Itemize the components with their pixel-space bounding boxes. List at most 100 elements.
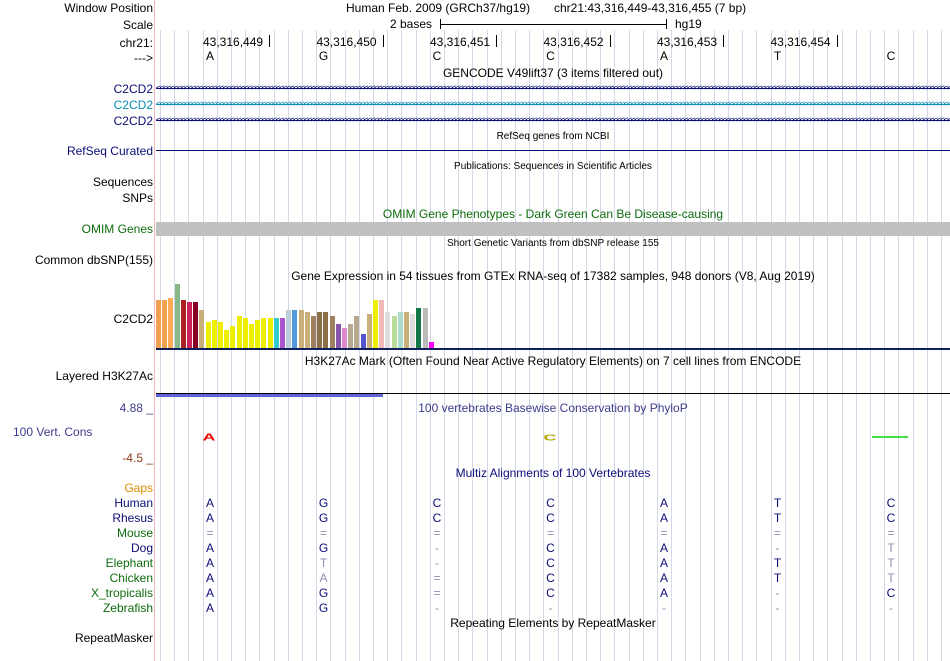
refseq-track-title[interactable]: RefSeq genes from NCBI — [496, 131, 610, 142]
conservation-track-label[interactable]: 100 Vert. Cons — [13, 425, 93, 439]
gtex-tissue-bar[interactable] — [348, 324, 353, 348]
gtex-tissue-bar[interactable] — [237, 316, 242, 348]
gtex-tissue-bar[interactable] — [410, 314, 415, 348]
refseq-track-label[interactable]: RefSeq Curated — [66, 144, 153, 158]
gtex-tissue-bar[interactable] — [261, 318, 266, 348]
gtex-tissue-bar[interactable] — [292, 310, 297, 348]
gtex-tissue-bar[interactable] — [416, 308, 421, 348]
gtex-tissue-bar[interactable] — [361, 334, 366, 348]
gtex-tissue-bar[interactable] — [379, 300, 384, 348]
gtex-tissue-bar[interactable] — [317, 312, 322, 348]
gtex-tissue-bar[interactable] — [193, 302, 198, 348]
omim-track-label[interactable]: OMIM Genes — [81, 222, 153, 236]
multiz-species-label[interactable]: Elephant — [105, 556, 153, 570]
gtex-tissue-bar[interactable] — [286, 310, 291, 348]
gtex-tissue-bar[interactable] — [385, 312, 390, 348]
gtex-tissue-bar[interactable] — [373, 300, 378, 348]
gtex-tissue-bar[interactable] — [423, 308, 428, 348]
gridline — [714, 30, 715, 661]
conservation-track-title[interactable]: 100 vertebrates Basewise Conservation by… — [418, 401, 688, 415]
gtex-tissue-bar[interactable] — [175, 284, 180, 348]
multiz-species-label[interactable]: Chicken — [109, 571, 153, 585]
multiz-track-title[interactable]: Multiz Alignments of 100 Vertebrates — [455, 466, 651, 480]
repeatmasker-track-label[interactable]: RepeatMasker — [74, 631, 153, 645]
h3k27ac-track-title[interactable]: H3K27Ac Mark (Often Found Near Active Re… — [304, 354, 802, 368]
omim-track-title[interactable]: OMIM Gene Phenotypes - Dark Green Can Be… — [382, 207, 724, 221]
gridline — [671, 30, 672, 661]
gtex-tissue-bar[interactable] — [392, 316, 397, 348]
gtex-tissue-bar[interactable] — [367, 314, 372, 348]
gencode-gene-line[interactable] — [156, 120, 950, 121]
multiz-base: A — [319, 571, 328, 585]
gtex-tissue-bar[interactable] — [299, 310, 304, 348]
gridline — [487, 30, 488, 661]
dbsnp-track-label[interactable]: Common dbSNP(155) — [34, 253, 153, 267]
position-text[interactable]: chr21:43,316,449-43,316,455 (7 bp) — [554, 1, 747, 15]
gtex-tissue-bar[interactable] — [218, 322, 223, 348]
multiz-gaps-label[interactable]: Gaps — [124, 481, 153, 495]
publications-sequences-label[interactable]: Sequences — [92, 175, 153, 189]
gtex-tissue-bar[interactable] — [255, 320, 260, 348]
multiz-base: - — [435, 541, 439, 555]
dbsnp-track-title[interactable]: Short Genetic Variants from dbSNP releas… — [447, 238, 659, 249]
gtex-tissue-bar[interactable] — [404, 312, 409, 348]
multiz-base: = — [433, 526, 441, 540]
gencode-gene-line[interactable] — [156, 88, 950, 89]
multiz-base: A — [205, 571, 214, 585]
gtex-track-title[interactable]: Gene Expression in 54 tissues from GTEx … — [291, 269, 815, 283]
gtex-tissue-bar[interactable] — [268, 318, 273, 348]
gtex-tissue-bar[interactable] — [206, 322, 211, 348]
gtex-tissue-bar[interactable] — [243, 318, 248, 348]
multiz-species-label[interactable]: Rhesus — [112, 511, 153, 525]
gtex-tissue-bar[interactable] — [224, 330, 229, 348]
omim-feature-bar[interactable] — [156, 222, 950, 236]
gtex-tissue-bar[interactable] — [230, 326, 235, 348]
gtex-tissue-bar[interactable] — [323, 312, 328, 348]
gtex-tissue-bar[interactable] — [187, 302, 192, 348]
gencode-track-title[interactable]: GENCODE V49lift37 (3 items filtered out) — [442, 66, 664, 80]
ruler-position: 43,316,449 — [203, 35, 264, 49]
multiz-base: T — [773, 556, 782, 570]
multiz-base: C — [886, 511, 896, 525]
gencode-item-label[interactable]: C2CD2 — [113, 114, 153, 128]
gtex-tissue-bar[interactable] — [274, 318, 279, 348]
gencode-item-label[interactable]: C2CD2 — [113, 82, 153, 96]
multiz-species-label[interactable]: Zebrafish — [102, 601, 153, 615]
multiz-species-label[interactable]: Human — [114, 496, 153, 510]
gtex-tissue-bar[interactable] — [181, 300, 186, 348]
gridline — [586, 30, 587, 661]
publications-snps-label[interactable]: SNPs — [122, 191, 153, 205]
gridline — [884, 30, 885, 661]
gtex-tissue-bar[interactable] — [162, 300, 167, 348]
multiz-species-label[interactable]: X_tropicalis — [90, 586, 153, 600]
gtex-tissue-bar[interactable] — [280, 318, 285, 348]
gtex-tissue-bar[interactable] — [354, 316, 359, 348]
multiz-species-label[interactable]: Mouse — [116, 526, 153, 540]
gtex-track-label[interactable]: C2CD2 — [113, 312, 153, 326]
gtex-tissue-bar[interactable] — [342, 328, 347, 348]
gtex-tissue-bar[interactable] — [429, 342, 434, 348]
gtex-tissue-bar[interactable] — [398, 312, 403, 348]
multiz-species-label[interactable]: Dog — [130, 541, 153, 555]
gtex-tissue-bar[interactable] — [311, 316, 316, 348]
gencode-gene-line[interactable] — [156, 104, 950, 105]
repeatmasker-track-title[interactable]: Repeating Elements by RepeatMasker — [450, 616, 656, 630]
gtex-tissue-bar[interactable] — [156, 300, 161, 348]
h3k27ac-signal[interactable] — [156, 394, 383, 397]
ruler-base: T — [773, 49, 782, 63]
gtex-tissue-bar[interactable] — [199, 310, 204, 348]
gtex-tissue-bar[interactable] — [168, 298, 173, 348]
scale-bar — [440, 24, 666, 25]
publications-track-title[interactable]: Publications: Sequences in Scientific Ar… — [454, 161, 652, 172]
gridline — [515, 30, 516, 661]
multiz-base: = — [887, 526, 895, 540]
gtex-tissue-bar[interactable] — [336, 324, 341, 348]
gtex-tissue-bar[interactable] — [330, 316, 335, 348]
gtex-tissue-bar[interactable] — [305, 312, 310, 348]
gtex-tissue-bar[interactable] — [212, 320, 217, 348]
refseq-gene-line[interactable] — [156, 150, 950, 151]
gencode-item-label[interactable]: C2CD2 — [113, 98, 153, 112]
gtex-tissue-bar[interactable] — [249, 324, 254, 348]
multiz-base: C — [546, 541, 555, 555]
h3k27ac-track-label[interactable]: Layered H3K27Ac — [55, 369, 153, 383]
